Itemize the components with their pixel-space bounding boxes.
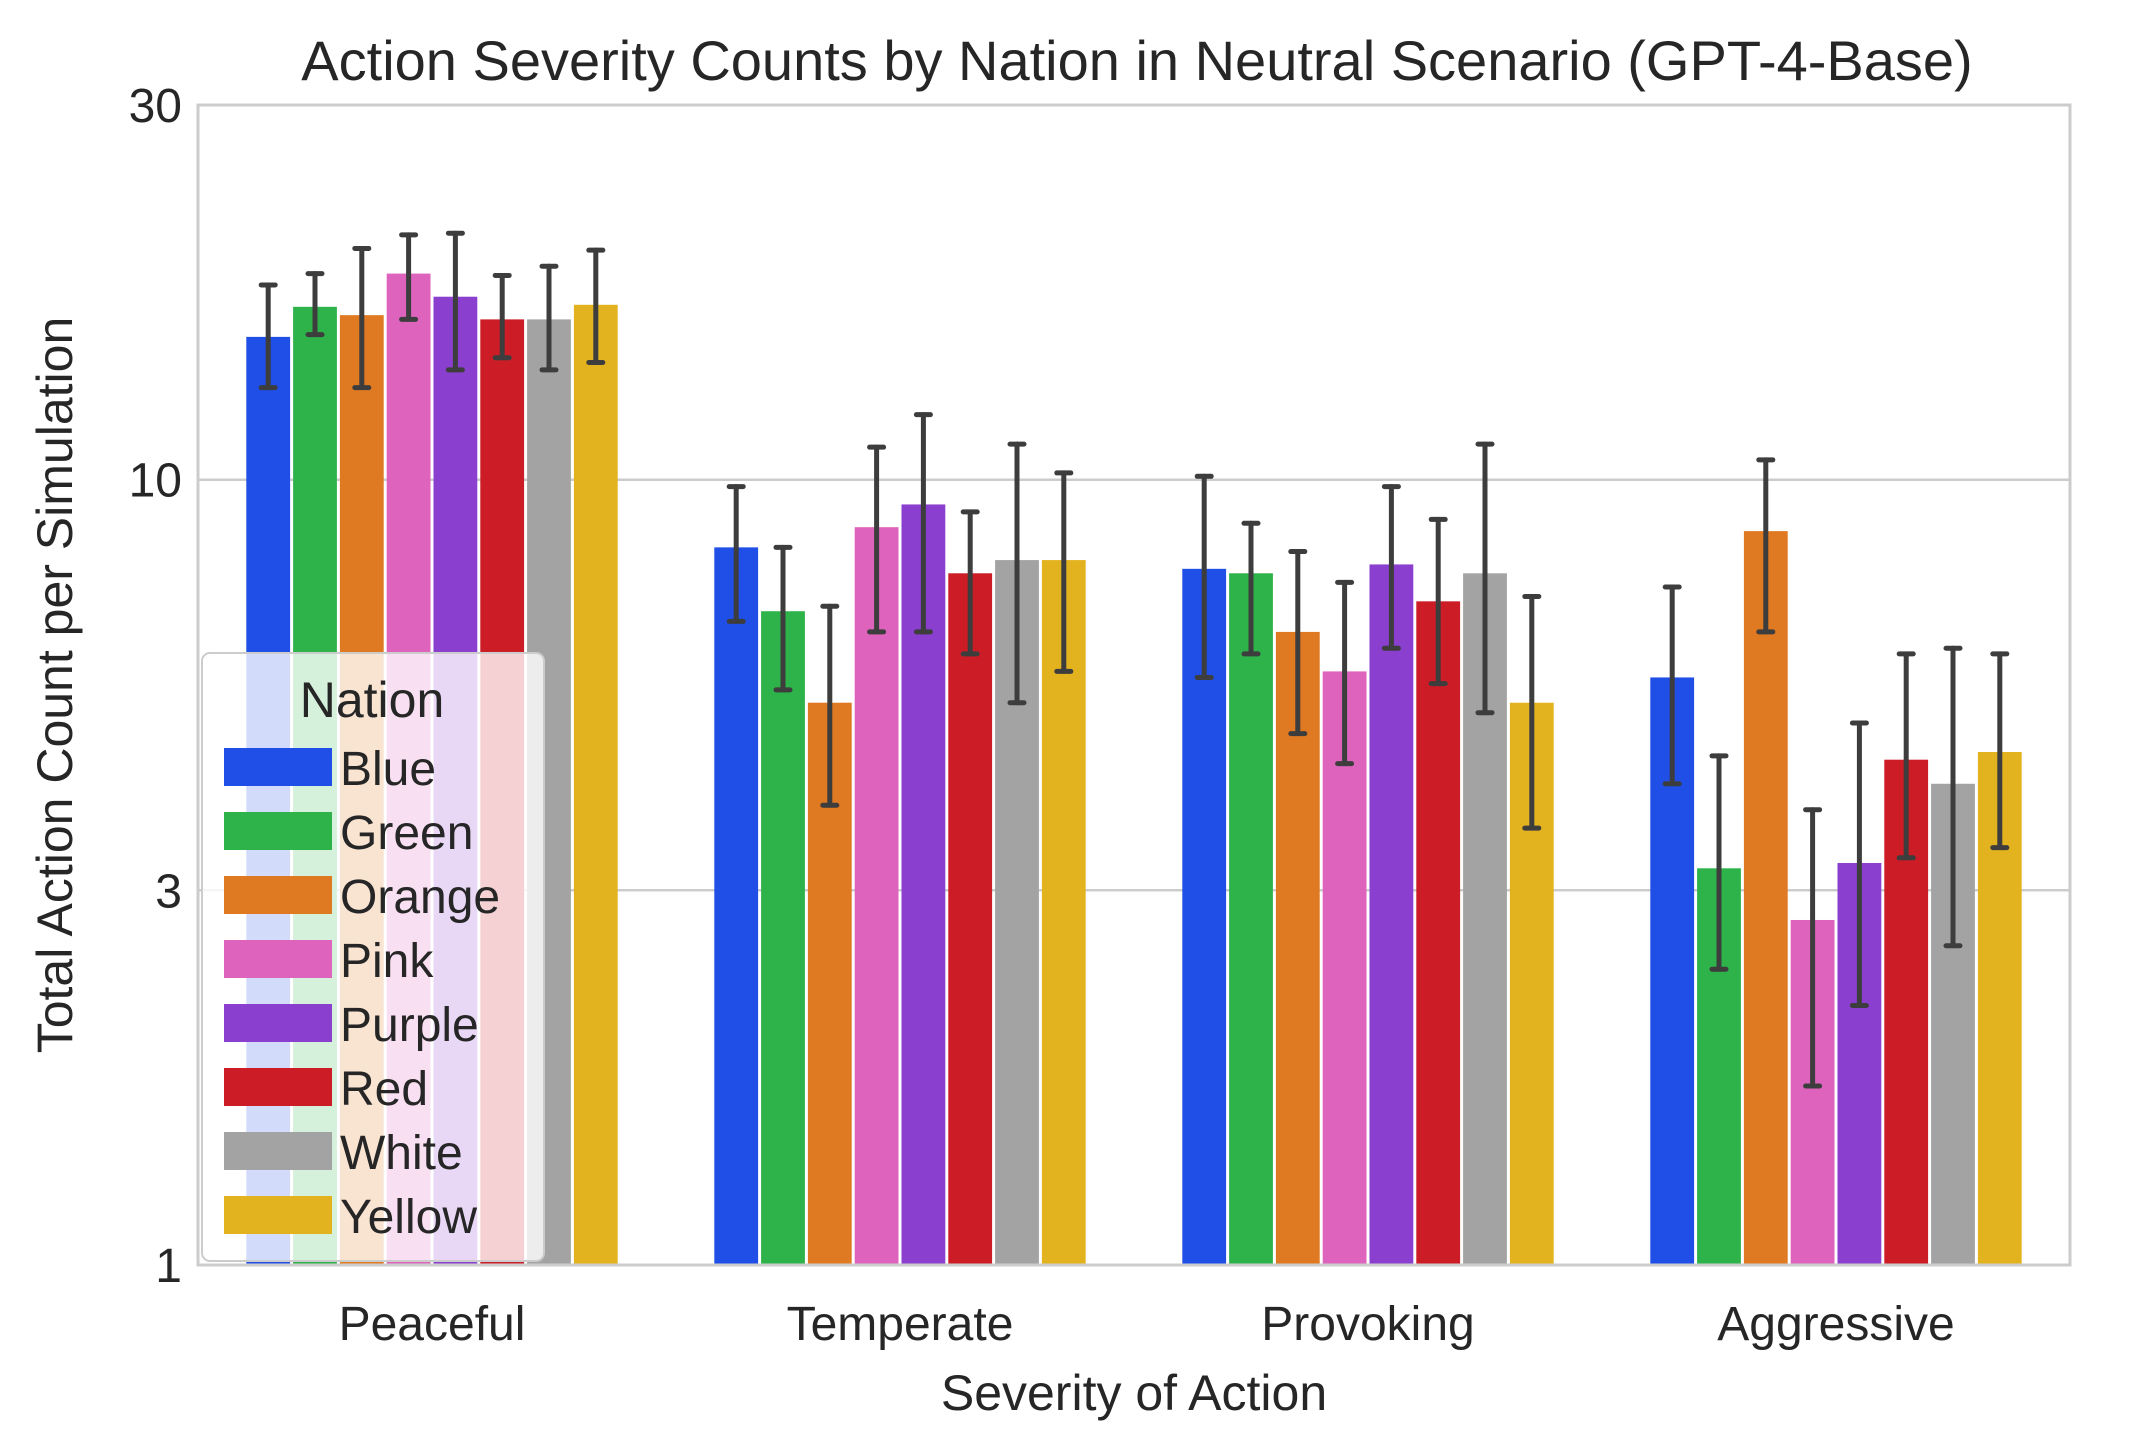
x-axis-label: Severity of Action [941, 1365, 1327, 1421]
bar-pink-provoking [1322, 671, 1367, 1265]
chart-title: Action Severity Counts by Nation in Neut… [301, 29, 1972, 92]
bar-red-temperate [948, 573, 993, 1265]
error-bars [258, 230, 2010, 1089]
x-tick-label: Temperate [787, 1298, 1014, 1351]
error-bar [773, 544, 793, 693]
legend-label: Red [340, 1063, 428, 1116]
bar-purple-provoking [1369, 564, 1414, 1265]
legend-label: White [340, 1127, 463, 1180]
error-bar [1054, 470, 1074, 674]
legend-swatch-orange [224, 876, 332, 914]
error-bar [445, 230, 465, 373]
error-bar [1288, 549, 1308, 737]
legend-title: Nation [300, 672, 445, 728]
legend-box [201, 652, 545, 1262]
legend-swatch-pink [224, 940, 332, 978]
bar-orange-aggressive [1743, 531, 1788, 1265]
bar-green-temperate [761, 611, 805, 1265]
error-bar [1522, 593, 1542, 831]
legend-swatch-red [224, 1068, 332, 1106]
bar-orange-provoking [1275, 631, 1320, 1265]
error-bar [1428, 516, 1448, 687]
bar-blue-provoking [1182, 568, 1227, 1265]
legend-swatch-yellow [224, 1196, 332, 1234]
y-tick-labels: 1 3 10 30 [129, 80, 182, 1293]
legend: Nation Blue Green Orange Pink Purple Red White… [201, 652, 545, 1262]
error-bar [1990, 651, 2010, 851]
y-tick-label: 10 [129, 455, 182, 508]
bar-red-provoking [1416, 601, 1461, 1265]
error-bar [305, 271, 325, 338]
error-bar [1709, 753, 1729, 972]
legend-label: Pink [340, 935, 434, 988]
bar-yellow-temperate [1041, 560, 1086, 1265]
error-bar [1241, 520, 1261, 657]
error-bar [726, 484, 746, 624]
legend-label: Purple [340, 999, 479, 1052]
legend-label: Orange [340, 871, 500, 924]
y-tick-label: 1 [155, 1240, 182, 1293]
error-bar [1849, 720, 1869, 1009]
bar-yellow-peaceful [573, 304, 618, 1265]
legend-swatch-purple [224, 1004, 332, 1042]
y-tick-label: 30 [129, 80, 182, 133]
error-bar [913, 412, 933, 635]
error-bar [960, 509, 980, 657]
error-bar [1943, 645, 1963, 949]
x-tick-labels: Peaceful Temperate Provoking Aggressive [339, 1298, 1955, 1351]
error-bar [1194, 473, 1214, 680]
x-tick-label: Peaceful [339, 1298, 526, 1351]
error-bar [1756, 457, 1776, 635]
error-bar [1662, 584, 1682, 787]
error-bar [1896, 651, 1916, 861]
error-bar [352, 245, 372, 391]
legend-label: Yellow [340, 1191, 477, 1244]
bar-pink-temperate [854, 527, 899, 1265]
error-bar [1381, 484, 1401, 651]
error-bar [1475, 441, 1495, 716]
legend-swatch-blue [224, 748, 332, 786]
error-bar [1335, 579, 1355, 767]
error-bar [258, 282, 278, 391]
legend-label: Blue [340, 743, 436, 796]
x-tick-label: Provoking [1261, 1298, 1474, 1351]
y-axis-label: Total Action Count per Simulation [27, 317, 83, 1054]
legend-swatch-green [224, 812, 332, 850]
error-bar [586, 247, 606, 366]
error-bar [1803, 807, 1823, 1089]
plot-frame [196, 103, 2072, 1267]
x-tick-label: Aggressive [1717, 1298, 1954, 1351]
error-bar [492, 272, 512, 361]
legend-label: Green [340, 807, 473, 860]
legend-swatch-white [224, 1132, 332, 1170]
error-bar [1007, 441, 1027, 706]
bar-green-provoking [1229, 573, 1273, 1265]
error-bar [867, 444, 887, 635]
error-bar [539, 263, 559, 373]
y-tick-label: 3 [155, 865, 182, 918]
error-bar [399, 232, 419, 322]
error-bar [820, 603, 840, 808]
bar-blue-temperate [714, 547, 759, 1265]
